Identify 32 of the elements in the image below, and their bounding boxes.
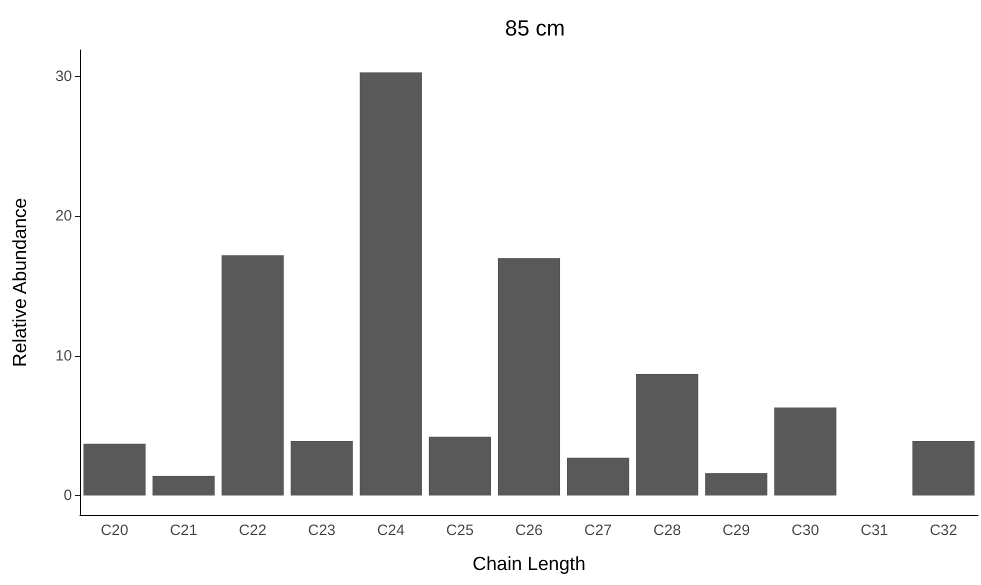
y-tick-label: 20: [55, 208, 72, 225]
x-tick-label: C24: [377, 522, 405, 539]
bar: [222, 255, 284, 496]
chart-title: 85 cm: [505, 16, 565, 40]
bar: [360, 72, 422, 496]
x-tick-label: C20: [100, 522, 128, 539]
bar: [636, 374, 698, 496]
x-tick-label: C27: [584, 522, 612, 539]
x-tick-label: C26: [515, 522, 543, 539]
bar: [428, 436, 492, 496]
bar: [912, 440, 975, 496]
x-tick-label: C21: [170, 522, 198, 539]
x-tick-label: C23: [308, 522, 336, 539]
x-tick-label: C31: [860, 522, 888, 539]
y-tick-label: 10: [55, 347, 72, 364]
bar: [566, 458, 630, 496]
bar: [774, 407, 836, 496]
bar: [83, 444, 146, 496]
x-tick-label: C30: [792, 522, 820, 539]
bar: [705, 473, 768, 496]
y-tick-label: 0: [64, 486, 72, 504]
x-axis-title: Chain Length: [472, 554, 586, 575]
x-tick-label: C29: [722, 522, 750, 539]
bar: [290, 440, 353, 496]
y-tick-label: 30: [55, 68, 72, 86]
y-axis-title: Relative Abundance: [10, 198, 31, 368]
bar: [152, 476, 215, 496]
x-tick-label: C32: [930, 522, 958, 539]
x-tick-label: C28: [653, 522, 681, 539]
bar: [498, 258, 560, 496]
x-tick-label: C25: [446, 522, 474, 539]
x-tick-label: C22: [238, 522, 266, 539]
